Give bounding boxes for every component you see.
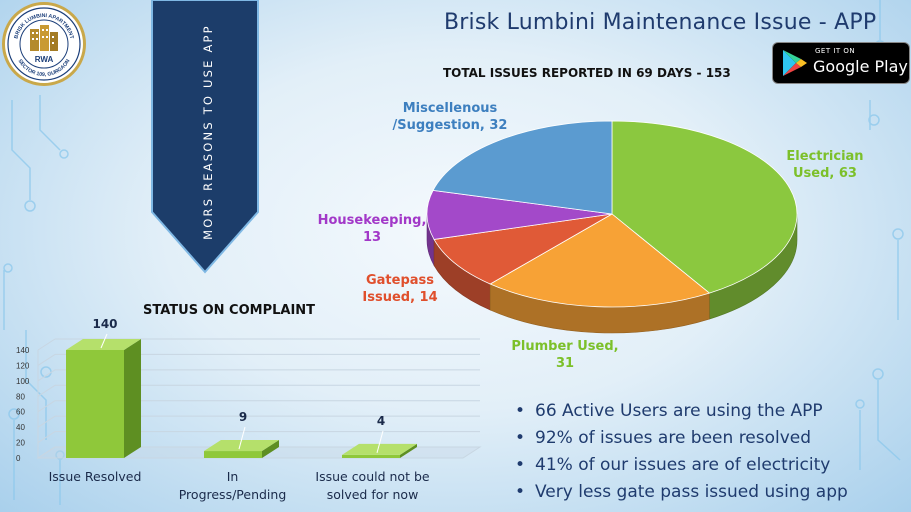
key-point-text: 92% of issues are been resolved <box>535 428 812 448</box>
pie-slice-misc <box>432 120 613 215</box>
rwa-logo: BRISK LUMBINI APARTMENT SECTOR 109, GURG… <box>2 2 86 86</box>
pie-label-gatepass: Gatepass Issued, 14 <box>350 272 450 306</box>
grid-line-side <box>37 338 56 351</box>
y-tick-label: 60 <box>16 408 25 417</box>
pie-label-housekeeping: Housekeeping, 13 <box>312 212 432 246</box>
pie-label-electrician-line2: Used, 63 <box>793 166 857 181</box>
bar-category-3-line2: solved for now <box>326 487 419 502</box>
bar-category-2-line1: In <box>226 469 239 484</box>
y-tick-label: 80 <box>16 392 25 401</box>
key-points-list: • 66 Active Users are using the APP • 92% … <box>515 398 848 506</box>
play-store-icon <box>783 50 807 76</box>
grid-line-side <box>37 431 56 443</box>
key-point: • 41% of our issues are of electricity <box>515 452 848 479</box>
key-point: • Very less gate pass issued using app <box>515 479 848 506</box>
pie-label-misc-line1: Miscellenous <box>402 101 498 116</box>
bar-data-label: 9 <box>239 410 247 424</box>
pie-label-misc-line2: /Suggestion, 32 <box>392 118 508 133</box>
pie-label-plumber-line2: 31 <box>555 356 575 371</box>
google-play-badge[interactable]: GET IT ON Google Play <box>772 42 910 84</box>
logo-center-text: RWA <box>35 55 54 64</box>
key-point-text: 66 Active Users are using the APP <box>535 401 823 421</box>
grid-line-side <box>37 400 56 413</box>
pie-label-plumber: Plumber Used, 31 <box>505 338 625 372</box>
y-tick-label: 20 <box>16 439 25 448</box>
pie-slice-plumber <box>489 213 711 308</box>
data-label-leader <box>238 426 246 450</box>
key-point-text: Very less gate pass issued using app <box>535 482 848 502</box>
pie-label-electrician-line1: Electrician <box>786 149 864 164</box>
data-label-leader <box>100 333 108 349</box>
pie-slice-housekeeping <box>426 189 613 240</box>
google-play-big-text: Google Play <box>813 57 908 76</box>
data-label-leader <box>376 430 384 454</box>
bar-category-2-line2: Progress/Pending <box>178 487 287 502</box>
bar-data-label: 140 <box>92 317 117 331</box>
y-tick-label: 0 <box>16 454 21 463</box>
bar-category-3-line1: Issue could not be <box>315 469 430 484</box>
bar-chart-title: STATUS ON COMPLAINT <box>143 303 316 318</box>
bar-category-label-1: Issue Resolved <box>30 468 160 486</box>
pie-label-housekeeping-line1: Housekeeping, <box>317 213 427 228</box>
bar-front <box>66 350 124 458</box>
pie-label-plumber-line1: Plumber Used, <box>511 339 619 354</box>
y-tick-label: 40 <box>16 423 25 432</box>
bar-data-label: 4 <box>377 414 385 428</box>
bar-front <box>204 451 262 458</box>
bullet-dot: • <box>515 428 526 448</box>
bar-top <box>66 339 141 350</box>
bar-top <box>204 440 279 452</box>
bullet-dot: • <box>515 482 526 502</box>
pie-chart-title: TOTAL ISSUES REPORTED IN 69 DAYS - 153 <box>443 66 731 80</box>
bar-category-label-2: In Progress/Pending <box>165 468 300 504</box>
pie-label-misc: Miscellenous /Suggestion, 32 <box>380 100 520 134</box>
bar-side <box>400 443 417 458</box>
y-tick-label: 140 <box>16 346 30 355</box>
page-title: Brisk Lumbini Maintenance Issue - APP <box>444 10 877 35</box>
y-tick-label: 120 <box>16 361 30 370</box>
grid-line-side <box>37 354 56 366</box>
bar-front <box>342 454 400 458</box>
grid-line-side <box>37 384 56 397</box>
pie-slice-electrician <box>611 120 798 294</box>
google-play-small-text: GET IT ON <box>815 47 856 55</box>
bar-side <box>124 339 141 458</box>
bar-category-label-3: Issue could not be solved for now <box>300 468 445 504</box>
bar-top <box>342 443 417 455</box>
pie-label-housekeeping-line2: 13 <box>362 230 382 245</box>
pie-slice-gatepass <box>433 213 613 285</box>
y-tick-label: 100 <box>16 377 30 386</box>
bar-side <box>262 440 279 458</box>
pie-label-electrician: Electrician Used, 63 <box>775 148 875 182</box>
bullet-dot: • <box>515 401 526 421</box>
key-point: • 92% of issues are been resolved <box>515 425 848 452</box>
grid-line-side <box>37 369 56 382</box>
bar-category-1-line1: Issue Resolved <box>48 469 142 484</box>
grid-line-side <box>37 415 56 428</box>
key-point: • 66 Active Users are using the APP <box>515 398 848 425</box>
key-point-text: 41% of our issues are of electricity <box>535 455 831 475</box>
bullet-dot: • <box>515 455 526 475</box>
pie-label-gatepass-line1: Gatepass <box>365 273 435 288</box>
pie-label-gatepass-line2: Issued, 14 <box>362 290 438 305</box>
